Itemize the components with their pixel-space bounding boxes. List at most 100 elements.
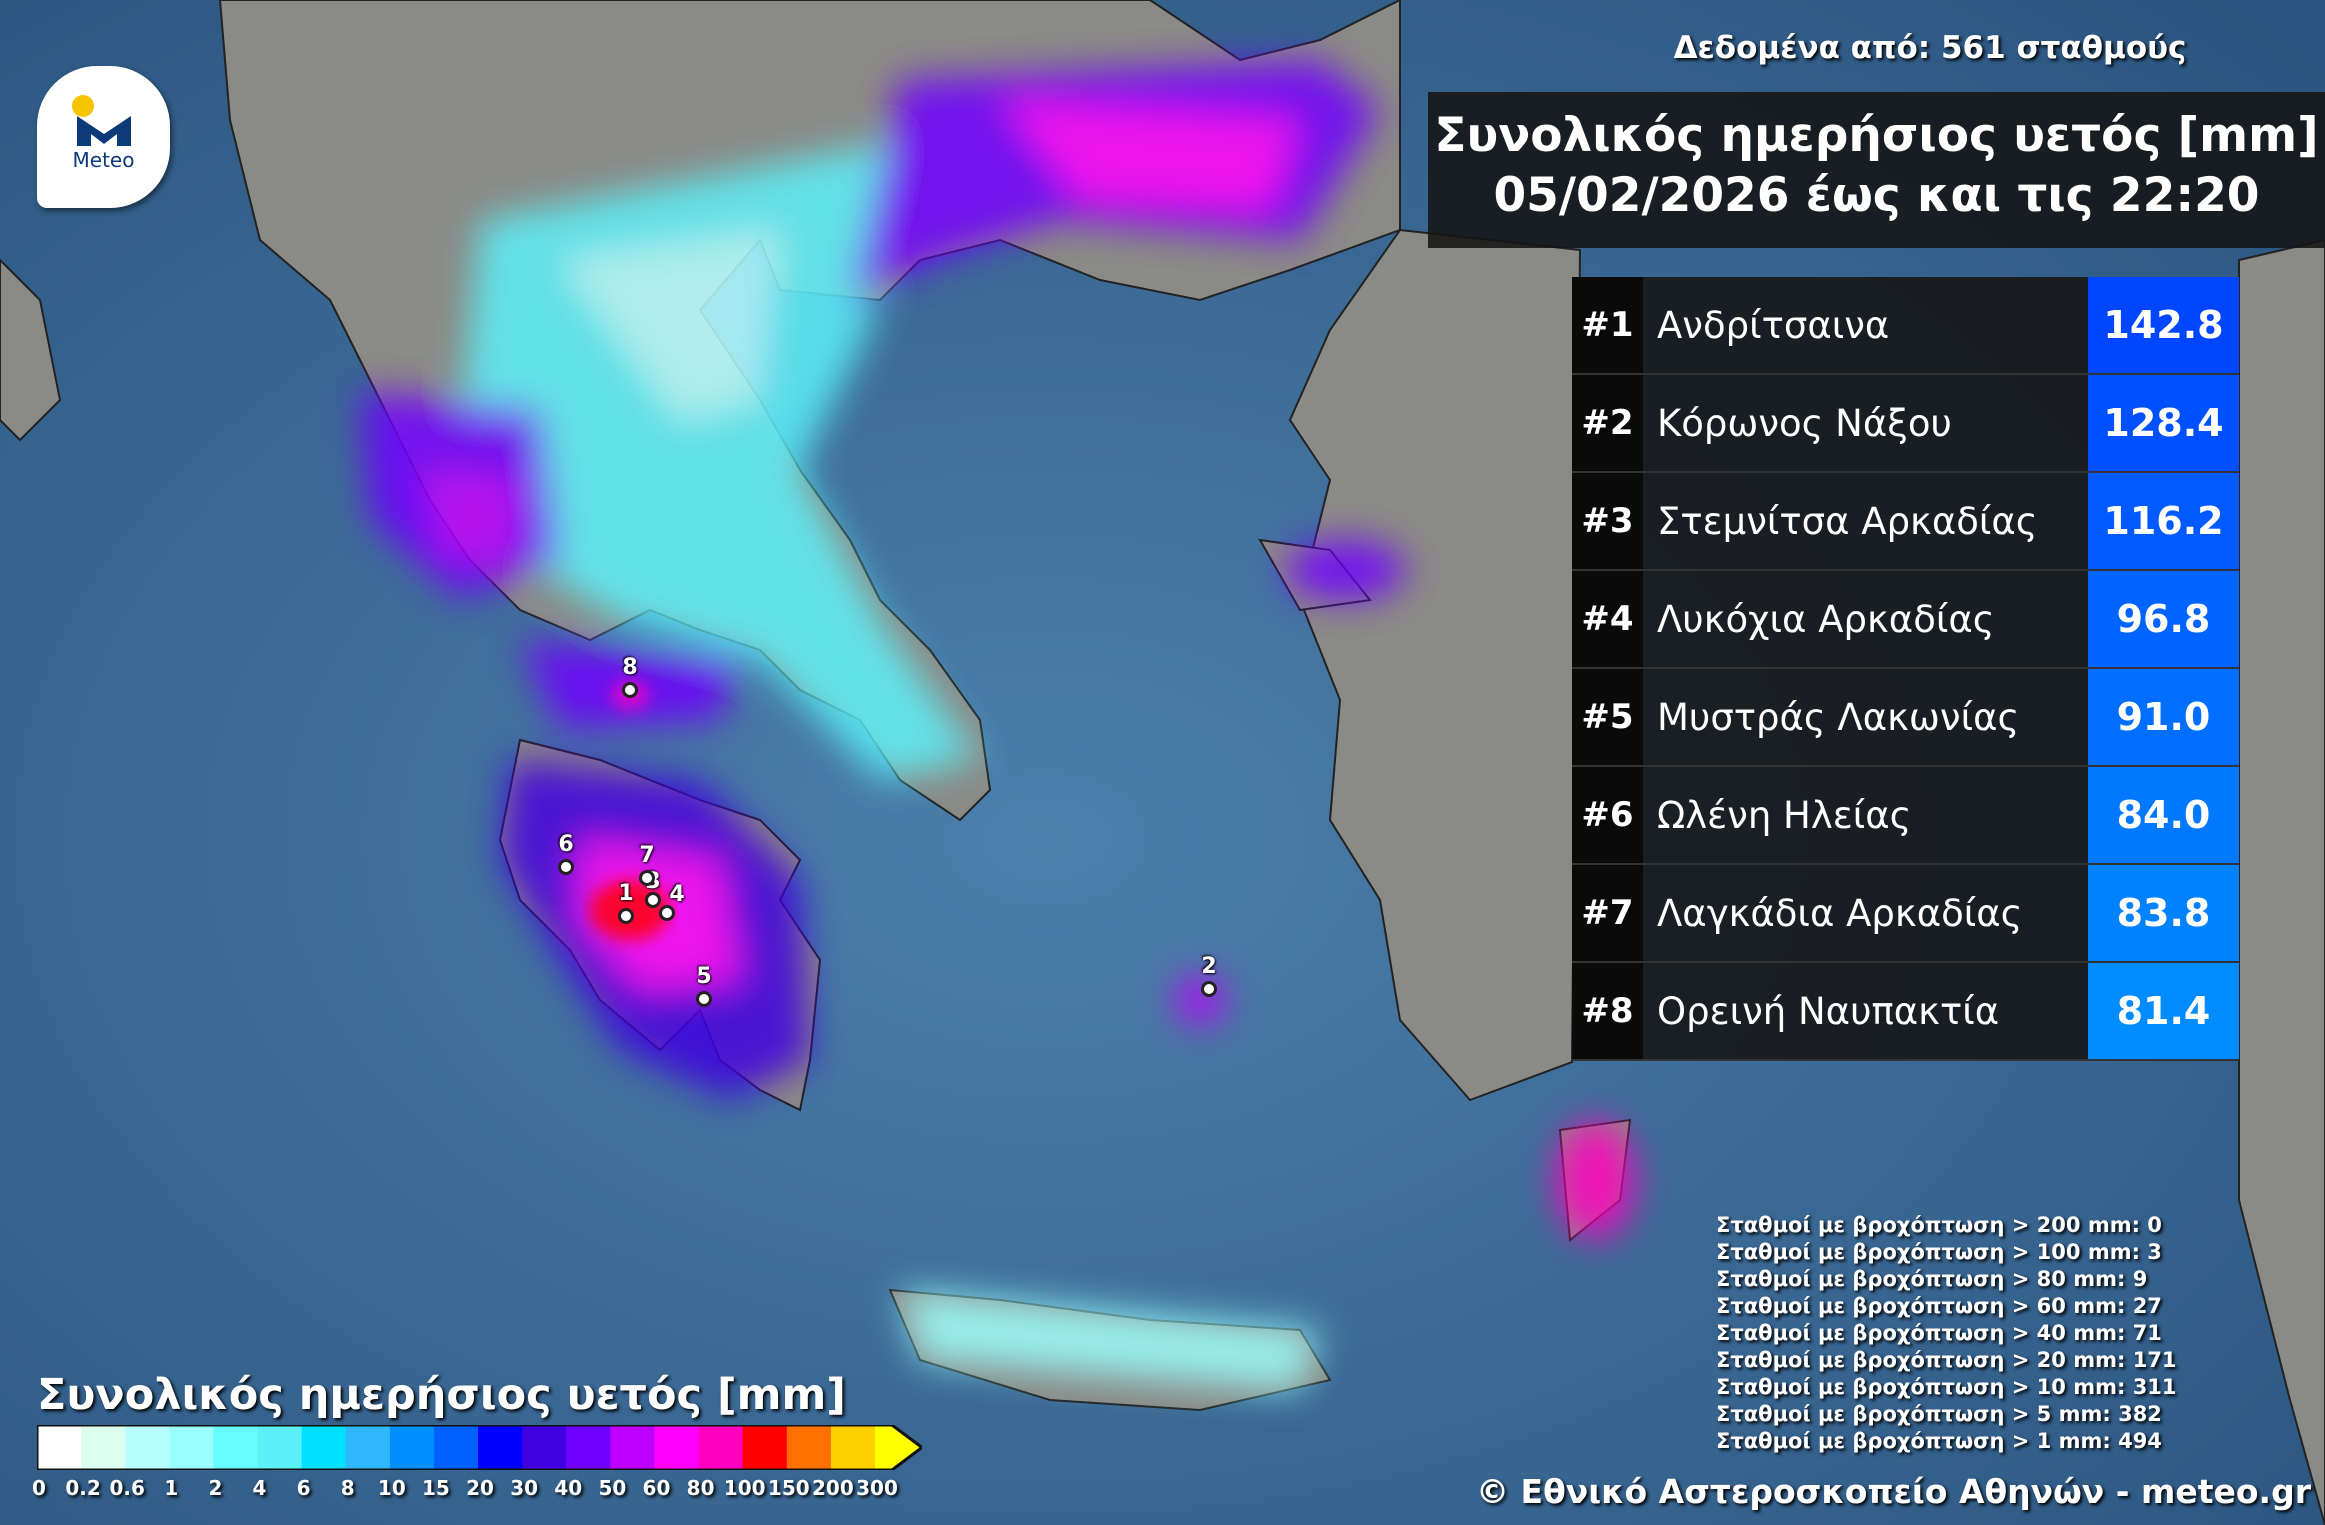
legend-swatch xyxy=(169,1425,214,1470)
rain-value: 96.8 xyxy=(2088,571,2239,667)
legend-overflow-arrow xyxy=(875,1425,922,1470)
station-name: Στεμνίτσα Αρκαδίας xyxy=(1643,473,2088,569)
stat-line: Σταθμοί με βροχόπτωση > 5 mm: 382 xyxy=(1716,1402,2162,1426)
station-marker xyxy=(1201,981,1217,997)
station-name: Μυστράς Λακωνίας xyxy=(1643,669,2088,765)
data-source: Δεδομένα από: 561 σταθμούς xyxy=(1673,30,2187,66)
legend-swatch xyxy=(742,1425,788,1470)
title-line-1: Συνολικός ημερήσιος υετός [mm] xyxy=(1434,108,2319,163)
station-name: Λαγκάδια Αρκαδίας xyxy=(1643,865,2088,961)
legend-swatch xyxy=(301,1425,347,1470)
legend-swatch xyxy=(213,1425,259,1470)
station-marker xyxy=(659,905,675,921)
stat-line: Σταθμοί με βροχόπτωση > 10 mm: 311 xyxy=(1716,1375,2177,1399)
legend-swatch xyxy=(654,1425,700,1470)
legend-tick-label: 80 xyxy=(686,1476,715,1500)
ranking-table: #1 Ανδρίτσαινα 142.8 #2 Κόρωνος Νάξου 128.4 #3… xyxy=(1572,277,2239,1061)
station-marker-label: 4 xyxy=(669,882,685,907)
legend-swatch xyxy=(257,1425,303,1470)
legend-swatch xyxy=(37,1425,82,1470)
rain-value: 91.0 xyxy=(2088,669,2239,765)
station-name: Ανδρίτσαινα xyxy=(1643,277,2088,373)
station-marker xyxy=(622,682,638,698)
legend-tick-label: 20 xyxy=(466,1476,494,1500)
ranking-row: #6 Ωλένη Ηλείας 84.0 xyxy=(1572,767,2239,865)
stat-line: Σταθμοί με βροχόπτωση > 1 mm: 494 xyxy=(1716,1429,2162,1453)
station-marker-label: 5 xyxy=(696,964,712,989)
legend-tick-label: 2 xyxy=(208,1476,223,1500)
legend-tick-label: 150 xyxy=(767,1476,810,1500)
rain-value: 84.0 xyxy=(2088,767,2239,863)
rank: #8 xyxy=(1572,963,1643,1059)
rank: #5 xyxy=(1572,669,1643,765)
legend-colorbar xyxy=(37,1425,922,1470)
legend-tick-label: 30 xyxy=(510,1476,539,1500)
ranking-row: #8 Ορεινή Ναυπακτία 81.4 xyxy=(1572,963,2239,1061)
legend-tick-label: 4 xyxy=(252,1476,267,1500)
legend-swatch xyxy=(389,1425,435,1470)
stat-line: Σταθμοί με βροχόπτωση > 60 mm: 27 xyxy=(1716,1294,2162,1318)
station-marker-label: 7 xyxy=(639,843,655,868)
rank: #3 xyxy=(1572,473,1643,569)
rain-overlay xyxy=(360,60,1635,1390)
legend-title: Συνολικός ημερήσιος υετός [mm] xyxy=(37,1370,846,1420)
legend-tick-label: 50 xyxy=(598,1476,627,1500)
legend-swatch xyxy=(610,1425,655,1470)
legend-swatch xyxy=(522,1425,567,1470)
station-name: Ορεινή Ναυπακτία xyxy=(1643,963,2088,1059)
station-marker xyxy=(645,892,661,908)
legend-swatch xyxy=(345,1425,391,1470)
ranking-row: #1 Ανδρίτσαινα 142.8 xyxy=(1572,277,2239,375)
rank: #4 xyxy=(1572,571,1643,667)
legend-tick-label: 300 xyxy=(856,1476,898,1500)
ranking-row: #5 Μυστράς Λακωνίας 91.0 xyxy=(1572,669,2239,767)
legend-tick-label: 200 xyxy=(812,1476,854,1500)
legend-swatch xyxy=(125,1425,170,1470)
title-line-2: 05/02/2026 έως και τις 22:20 xyxy=(1493,168,2260,223)
legend-tick-label: 0 xyxy=(32,1476,46,1500)
legend-tick-label: 100 xyxy=(723,1476,766,1500)
meteo-logo-icon xyxy=(72,95,131,146)
stat-line: Σταθμοί με βροχόπτωση > 80 mm: 9 xyxy=(1716,1267,2148,1291)
legend-tick-label: 8 xyxy=(340,1476,355,1500)
ranking-row: #7 Λαγκάδια Αρκαδίας 83.8 xyxy=(1572,865,2239,963)
station-name: Λυκόχια Αρκαδίας xyxy=(1643,571,2088,667)
rain-value: 128.4 xyxy=(2088,375,2239,471)
legend-swatch xyxy=(698,1425,744,1470)
station-marker xyxy=(618,908,634,924)
legend-swatch xyxy=(786,1425,832,1470)
meteo-logo: Meteo xyxy=(37,66,170,208)
rain-value: 81.4 xyxy=(2088,963,2239,1059)
legend-swatch xyxy=(433,1425,479,1470)
station-name: Κόρωνος Νάξου xyxy=(1643,375,2088,471)
legend-tick-label: 0.6 xyxy=(109,1476,145,1500)
legend-tick-label: 40 xyxy=(554,1476,583,1500)
ranking-row: #4 Λυκόχια Αρκαδίας 96.8 xyxy=(1572,571,2239,669)
stat-line: Σταθμοί με βροχόπτωση > 40 mm: 71 xyxy=(1716,1321,2162,1345)
legend-tick-label: 1 xyxy=(164,1476,179,1500)
stat-line: Σταθμοί με βροχόπτωση > 20 mm: 171 xyxy=(1716,1348,2177,1372)
station-marker-label: 1 xyxy=(618,881,634,906)
legend-tick-label: 0.2 xyxy=(65,1476,101,1500)
station-marker xyxy=(558,859,574,875)
rain-value: 142.8 xyxy=(2088,277,2239,373)
stat-line: Σταθμοί με βροχόπτωση > 200 mm: 0 xyxy=(1716,1213,2162,1237)
rank: #2 xyxy=(1572,375,1643,471)
logo-text: Meteo xyxy=(72,148,135,172)
stat-line: Σταθμοί με βροχόπτωση > 100 mm: 3 xyxy=(1716,1240,2162,1264)
station-marker-label: 8 xyxy=(622,655,638,680)
rank: #7 xyxy=(1572,865,1643,961)
ranking-row: #3 Στεμνίτσα Αρκαδίας 116.2 xyxy=(1572,473,2239,571)
rain-value: 83.8 xyxy=(2088,865,2239,961)
station-marker xyxy=(639,870,655,886)
station-marker-label: 2 xyxy=(1201,954,1217,979)
station-marker xyxy=(696,991,712,1007)
stats-list: Σταθμοί με βροχόπτωση > 200 mm: 0 Σταθμοί… xyxy=(1716,1212,2177,1455)
copyright-footer: © Εθνικό Αστεροσκοπείο Αθηνών - meteo.gr xyxy=(1476,1472,2311,1511)
legend-tick-label: 10 xyxy=(377,1476,406,1500)
title-box: Συνολικός ημερήσιος υετός [mm] 05/02/202… xyxy=(1428,92,2325,248)
legend-tick-label: 60 xyxy=(642,1476,671,1500)
legend-swatch xyxy=(566,1425,611,1470)
legend-swatch xyxy=(478,1425,523,1470)
ranking-row: #2 Κόρωνος Νάξου 128.4 xyxy=(1572,375,2239,473)
